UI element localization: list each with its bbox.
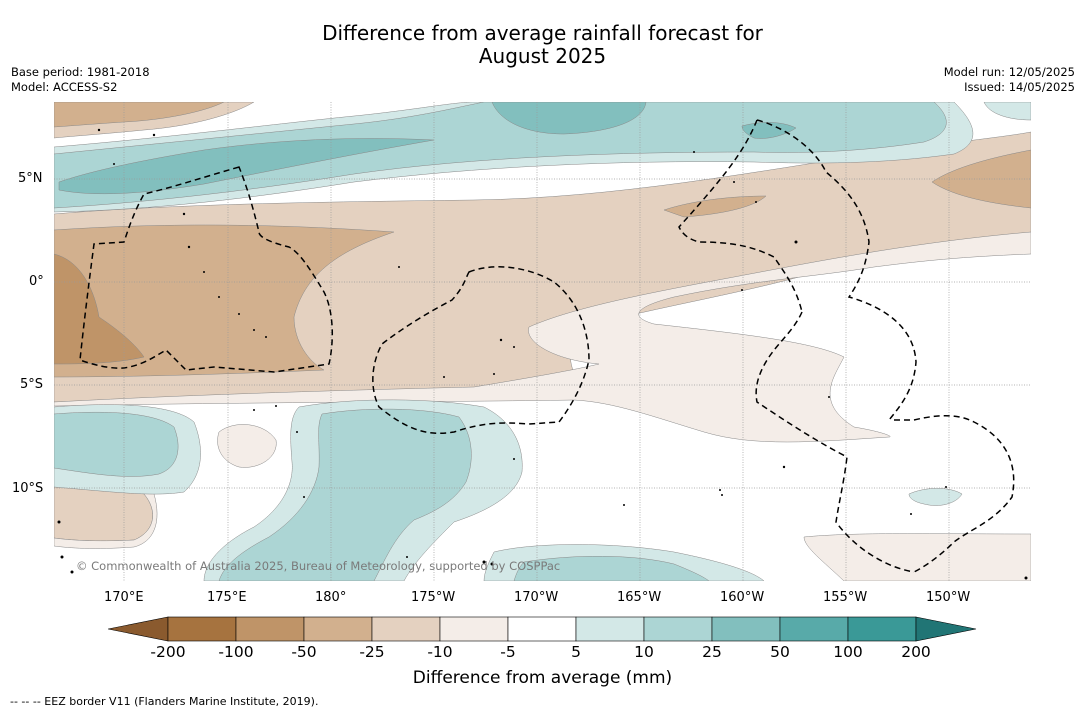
map-title-line2: August 2025 <box>478 44 607 68</box>
lon-tick-170e: 170°E <box>104 590 144 605</box>
colorbar <box>108 616 977 642</box>
colorbar-segment <box>847 616 917 642</box>
colorbar-tick-label: -25 <box>359 643 385 661</box>
wet-top-right <box>983 102 1031 121</box>
colorbar-segment <box>303 616 373 642</box>
lon-tick-150w: 150°W <box>926 590 971 605</box>
dry-small-patch <box>217 424 277 468</box>
colorbar-tick-label: 25 <box>702 643 722 661</box>
colorbar-segment <box>575 616 645 642</box>
colorbar-segment <box>711 616 781 642</box>
lon-tick-165w: 165°W <box>617 590 662 605</box>
lon-tick-155w: 155°W <box>823 590 868 605</box>
dry-core-dark <box>54 253 145 365</box>
eez-borders <box>79 119 1015 573</box>
colorbar-tick-label: 50 <box>770 643 790 661</box>
map-title-line1: Difference from average rainfall forecas… <box>322 21 763 45</box>
wet-southwest-medium <box>54 411 179 477</box>
colorbar-tick-label: -5 <box>500 643 516 661</box>
model-run-text: Model run: 12/05/2025 <box>943 65 1075 79</box>
wet-north-core-east <box>491 102 647 135</box>
lon-tick-180: 180° <box>315 590 347 605</box>
eez-south-east <box>894 415 1015 573</box>
dry-top-left-medium <box>54 102 225 128</box>
dry-southeast-verylight <box>803 533 1031 581</box>
colorbar-segment <box>371 616 441 642</box>
dry-core-medium <box>54 224 395 378</box>
lat-tick-0: 0° <box>29 274 44 289</box>
rainfall-anomaly-map: © Commonwealth of Australia 2025, Bureau… <box>54 102 1031 581</box>
dry-central-medium <box>663 195 767 218</box>
lon-tick-160w: 160°W <box>720 590 765 605</box>
base-period-text: Base period: 1981-2018 <box>11 65 150 79</box>
lon-tick-175e: 175°E <box>207 590 247 605</box>
lat-tick-5s: 5°S <box>20 377 44 392</box>
colorbar-segment <box>167 616 237 642</box>
colorbar-segment <box>643 616 713 642</box>
colorbar-tick-label: -100 <box>218 643 254 661</box>
wet-small-north-east <box>741 122 797 139</box>
eez-tuvalu-kiribati-west <box>79 166 334 373</box>
model-text: Model: ACCESS-S2 <box>11 80 118 94</box>
eez-legend-note: -- -- -- EEZ border V11 (Flanders Marine… <box>10 695 319 708</box>
colorbar-tick-label: -200 <box>150 643 186 661</box>
colorbar-segment <box>235 616 305 642</box>
eez-phoenix <box>372 266 590 434</box>
colorbar-tick-label: 200 <box>901 643 931 661</box>
wet-south-medium <box>218 408 472 581</box>
lat-tick-10s: 10°S <box>12 481 44 496</box>
wet-south-center-medium <box>513 555 710 581</box>
colorbar-segment <box>439 616 509 642</box>
islands <box>57 128 1028 580</box>
colorbar-title: Difference from average (mm) <box>412 668 673 688</box>
lon-tick-175w: 175°W <box>411 590 456 605</box>
colorbar-segment <box>507 616 577 642</box>
wet-north-band <box>54 102 947 209</box>
colorbar-tick-label: -50 <box>291 643 317 661</box>
colorbar-tick-label: -10 <box>427 643 453 661</box>
lon-tick-170w: 170°W <box>514 590 559 605</box>
graticule <box>54 102 1031 581</box>
eez-line-islands-south <box>755 311 915 573</box>
colorbar-tick-label: 100 <box>833 643 863 661</box>
issued-text: Issued: 14/05/2025 <box>964 80 1075 94</box>
colorbar-extend-high <box>915 616 977 642</box>
eez-line-islands <box>756 119 917 421</box>
colorbar-tick-label: 5 <box>571 643 581 661</box>
colorbar-tick-label: 10 <box>634 643 654 661</box>
colorbar-extend-low <box>108 616 169 642</box>
dry-south-verylight <box>54 231 1031 443</box>
lat-tick-5n: 5°N <box>18 171 43 186</box>
colorbar-segment <box>779 616 849 642</box>
copyright-text: © Commonwealth of Australia 2025, Bureau… <box>76 559 560 573</box>
